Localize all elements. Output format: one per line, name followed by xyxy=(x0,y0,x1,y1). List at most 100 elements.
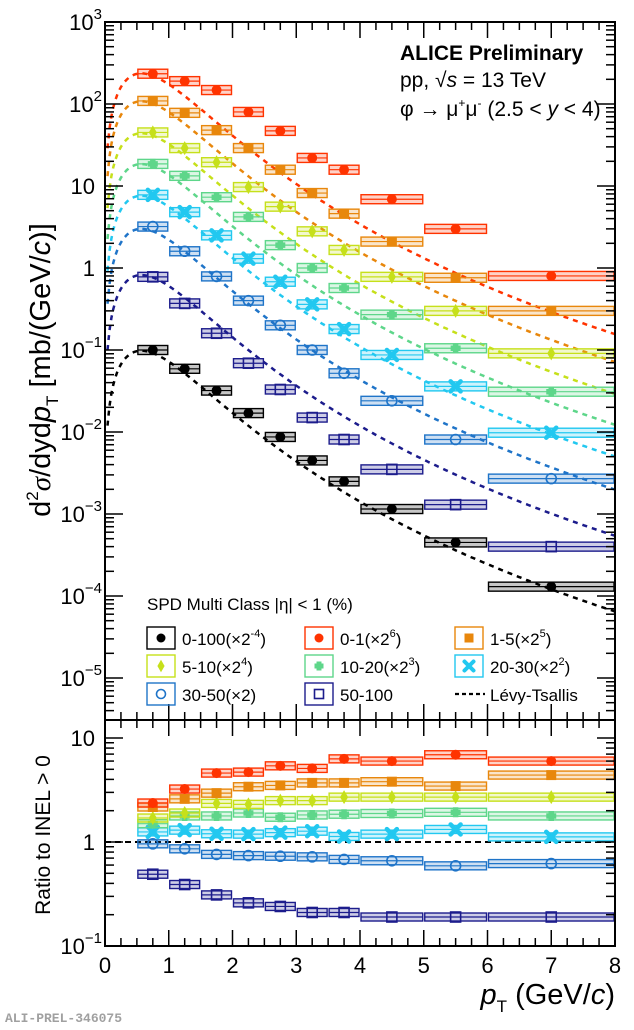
legend-label: 0-1(×26) xyxy=(340,628,401,649)
y-tick-label: 1 xyxy=(83,830,95,855)
legend-label-exp: 3 xyxy=(409,656,415,668)
legend-swatch xyxy=(454,626,484,650)
y-tick-label: 10−4 xyxy=(60,580,102,609)
data-point xyxy=(147,158,158,169)
legend-label-name: 1-5(×2 xyxy=(490,630,540,649)
data-point xyxy=(547,790,556,805)
data-point xyxy=(338,906,350,919)
series-20-30 xyxy=(137,822,615,845)
legend-label: 20-30(×22) xyxy=(490,656,570,677)
data-point xyxy=(336,321,352,337)
data-point xyxy=(386,504,397,515)
data-point xyxy=(211,788,222,799)
data-point xyxy=(179,107,190,118)
fit-curves xyxy=(106,72,615,613)
data-point xyxy=(210,327,223,340)
legend-swatch xyxy=(146,654,176,678)
legend-label: 50-100 xyxy=(340,686,393,705)
fit-curve-0-100 xyxy=(106,349,615,613)
data-point xyxy=(387,269,396,284)
legend-label-name: 0-100(×2 xyxy=(182,630,251,649)
data-point xyxy=(243,211,254,222)
data-point xyxy=(243,767,254,778)
legend-item-30-50: 30-50(×2) xyxy=(146,682,256,706)
legend-label-exp: -4 xyxy=(251,628,261,640)
legend-label-name: 10-20(×2 xyxy=(340,658,409,677)
y-tick-label: 103 xyxy=(69,6,102,35)
data-point xyxy=(386,395,398,407)
data-point xyxy=(177,822,192,838)
data-point xyxy=(211,125,222,136)
legend-marker xyxy=(314,633,324,643)
legend-label-name: 50-100 xyxy=(340,686,393,705)
y-tick-label: 10−2 xyxy=(60,416,102,445)
data-point xyxy=(179,793,190,804)
series-0-1 xyxy=(137,749,615,809)
data-point xyxy=(275,780,286,791)
y-tick-label: 10−3 xyxy=(60,498,102,527)
data-point xyxy=(546,305,557,316)
data-point xyxy=(147,68,158,79)
legend-label: 30-50(×2) xyxy=(182,686,256,705)
ratio-data-points xyxy=(137,749,615,923)
legend-label-close: ) xyxy=(247,658,253,677)
tick-base: 10 xyxy=(60,502,84,527)
series-0-100 xyxy=(137,344,615,592)
data-point xyxy=(449,911,462,923)
data-point xyxy=(275,240,286,251)
data-point xyxy=(384,347,400,363)
data-point xyxy=(148,125,157,140)
data-point xyxy=(338,433,350,446)
data-point xyxy=(306,344,318,356)
data-point xyxy=(306,411,318,424)
data-point xyxy=(178,843,191,855)
data-point xyxy=(339,164,350,175)
data-point xyxy=(449,433,462,446)
data-point xyxy=(307,152,318,163)
data-point xyxy=(448,822,463,837)
legend: SPD Multi Class |η| < 1 (%) 0-100(×2-4) 0… xyxy=(146,595,578,706)
legend-label-close: ) xyxy=(415,658,421,677)
data-point xyxy=(244,180,253,195)
legend-marker xyxy=(155,688,167,700)
x-tick-label: 3 xyxy=(290,953,302,978)
data-point xyxy=(546,386,557,397)
data-point xyxy=(177,204,192,220)
legend-item-20-30: 20-30(×22) xyxy=(454,654,570,678)
data-point xyxy=(179,76,190,87)
x-tick-labels: 0 1 2 3 4 5 6 7 8 xyxy=(99,953,621,978)
data-point xyxy=(449,498,462,511)
data-point xyxy=(306,851,318,863)
legend-label-name: 0-1(×2 xyxy=(340,630,390,649)
legend-swatch xyxy=(304,626,334,650)
data-point xyxy=(275,431,286,442)
data-point xyxy=(179,363,190,374)
data-point xyxy=(210,889,223,901)
series-50-100 xyxy=(137,868,615,923)
legend-marker xyxy=(462,659,476,673)
data-point xyxy=(339,476,350,487)
upper-y-axis-label: d2σ/dydpT [mb/(GeV/c)] xyxy=(23,223,62,517)
fit-curve-1-5 xyxy=(106,100,615,363)
legend-item-50-100: 50-100 xyxy=(304,682,393,706)
data-point xyxy=(241,826,256,842)
data-point xyxy=(340,790,349,805)
data-point xyxy=(386,911,398,923)
data-point xyxy=(211,768,222,779)
series-0-1 xyxy=(137,68,615,282)
legend-label-exp: 4 xyxy=(241,656,247,668)
data-point xyxy=(339,283,350,294)
data-point xyxy=(386,776,397,787)
data-point xyxy=(544,829,559,845)
legend-label-exp: 2 xyxy=(559,656,565,668)
data-point xyxy=(450,272,461,283)
series-5-10 xyxy=(137,125,615,361)
legend-label-exp: 6 xyxy=(390,628,396,640)
data-point xyxy=(243,106,254,117)
tick-base: 10 xyxy=(69,92,93,117)
data-point xyxy=(147,838,159,850)
x-tick-label: 7 xyxy=(545,953,557,978)
data-point xyxy=(275,760,286,771)
